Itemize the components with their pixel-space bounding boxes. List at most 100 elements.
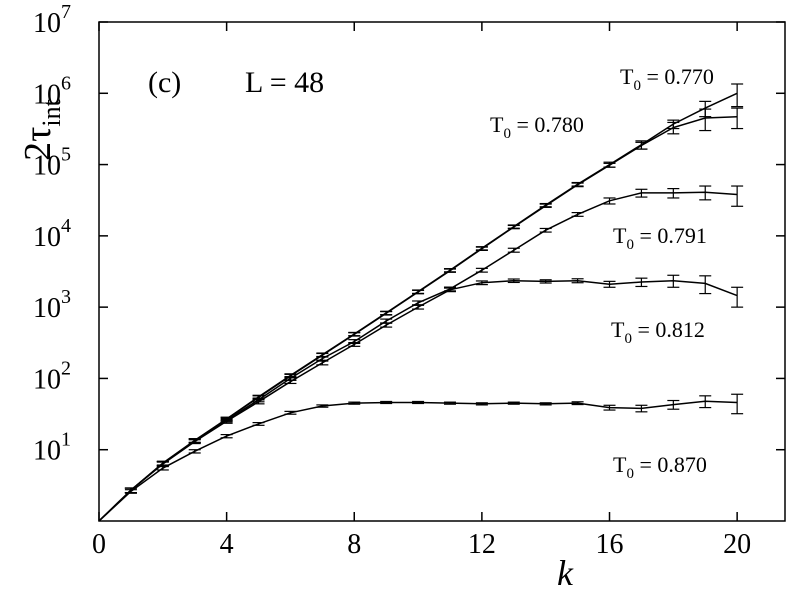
error-bar — [348, 332, 361, 337]
error-bar — [188, 439, 201, 445]
series-label-sub: 0 — [624, 331, 632, 347]
error-bar — [731, 83, 744, 108]
error-bar — [475, 402, 488, 406]
series-label-main: T — [613, 223, 627, 248]
x-tick-label: 8 — [347, 529, 361, 560]
x-tick-label: 16 — [596, 529, 624, 560]
error-bar — [443, 401, 456, 405]
y-tick-base: 10 — [33, 151, 61, 182]
series-label-rest: = 0.770 — [641, 64, 714, 89]
error-bar — [539, 203, 552, 208]
y-tick-exp: 7 — [61, 1, 71, 23]
error-bar — [284, 410, 297, 415]
error-bar — [571, 182, 584, 188]
error-bar — [507, 247, 520, 253]
error-bar — [252, 422, 265, 426]
error-bar — [571, 401, 584, 406]
error-bar — [507, 401, 520, 405]
series-label-sub: 0 — [503, 126, 511, 142]
error-bar — [635, 141, 648, 150]
error-bar — [156, 465, 169, 471]
y-tick-label: 106 — [33, 72, 71, 110]
x-tick-label: 0 — [92, 529, 106, 560]
y-tick-base: 10 — [33, 79, 61, 110]
y-tick-label: 101 — [33, 429, 71, 467]
y-axis-label: 2τint — [17, 98, 66, 161]
error-bar — [348, 342, 361, 347]
error-bar — [412, 400, 425, 405]
error-bar — [699, 395, 712, 409]
error-bar — [443, 268, 456, 273]
series-label: T0 = 0.780 — [490, 112, 584, 142]
error-bar — [731, 185, 744, 207]
error-bar — [443, 287, 456, 293]
error-bar — [380, 322, 393, 328]
error-bar — [539, 279, 552, 284]
series-label: T0 = 0.791 — [613, 223, 707, 253]
y-tick-exp: 6 — [61, 72, 71, 94]
y-tick-base: 10 — [33, 222, 61, 253]
series-label-sub: 0 — [626, 237, 634, 253]
y-tick-base: 10 — [33, 8, 61, 39]
error-bar — [348, 401, 361, 405]
error-bar — [380, 311, 393, 316]
y-axis-label-group: 2τint — [17, 98, 66, 161]
y-tick-label: 105 — [33, 144, 71, 182]
error-bar — [699, 185, 712, 201]
panel-label: (c) — [148, 66, 181, 99]
y-tick-exp: 5 — [61, 144, 71, 166]
error-bar — [412, 289, 425, 295]
error-bar — [475, 246, 488, 252]
series-label-rest: = 0.812 — [632, 317, 705, 342]
series-label-rest: = 0.780 — [511, 112, 584, 137]
size-label: L = 48 — [245, 66, 324, 99]
error-bar — [667, 121, 680, 135]
y-tick-label: 103 — [33, 286, 71, 324]
error-bar — [220, 433, 233, 439]
series-label-main: T — [620, 64, 634, 89]
error-bar — [475, 280, 488, 286]
y-tick-label: 107 — [33, 1, 71, 39]
error-bar — [603, 197, 616, 205]
x-tick-label: 20 — [723, 529, 751, 560]
y-tick-exp: 1 — [61, 429, 71, 451]
error-bar — [635, 404, 648, 413]
error-bar — [603, 404, 616, 411]
series-label: T0 = 0.770 — [620, 64, 714, 94]
error-bar — [507, 278, 520, 284]
error-bar — [731, 107, 744, 130]
series-label-sub: 0 — [633, 78, 641, 94]
error-bar — [603, 162, 616, 168]
error-bar — [316, 404, 329, 408]
error-bar — [412, 304, 425, 310]
error-bar — [475, 267, 488, 273]
error-bar — [571, 211, 584, 217]
error-bar — [188, 449, 201, 454]
series-label-sub: 0 — [626, 466, 634, 482]
series-label-rest: = 0.791 — [634, 223, 707, 248]
series-label: T0 = 0.812 — [611, 317, 705, 347]
plot-frame — [98, 21, 786, 522]
error-bar — [252, 399, 265, 405]
error-bar — [507, 224, 520, 230]
y-tick-base: 10 — [33, 293, 61, 324]
error-bar — [220, 418, 233, 424]
error-bar — [603, 280, 616, 288]
error-bar — [571, 278, 584, 284]
error-bar — [124, 489, 137, 494]
series-label-main: T — [613, 452, 627, 477]
series-label-main: T — [490, 112, 504, 137]
error-bar — [731, 393, 744, 415]
error-bar — [667, 274, 680, 288]
y-tick-exp: 2 — [61, 357, 71, 379]
x-axis-label: k — [557, 553, 574, 593]
error-bar — [284, 379, 297, 385]
y-tick-exp: 3 — [61, 286, 71, 308]
x-tick-label: 4 — [220, 529, 234, 560]
error-bar — [539, 402, 552, 406]
y-axis-label-sub: int — [37, 98, 66, 126]
series-label-rest: = 0.870 — [634, 452, 707, 477]
error-bar — [699, 108, 712, 132]
y-tick-base: 10 — [33, 364, 61, 395]
